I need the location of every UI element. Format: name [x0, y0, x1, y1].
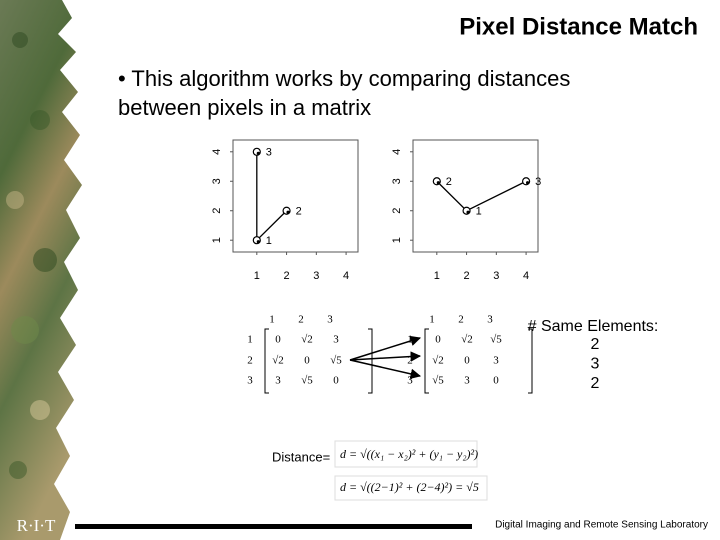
aerial-texture — [6, 32, 57, 479]
y-tick-label: 2 — [391, 208, 403, 214]
matrix-cell: √5 — [432, 375, 444, 387]
matrix-column-label: 2 — [298, 314, 304, 326]
x-tick-label: 1 — [254, 270, 260, 282]
example-box — [334, 475, 488, 501]
matrix-column-label: 3 — [487, 314, 493, 326]
matrix-bracket — [424, 328, 429, 394]
y-tick-label: 3 — [211, 178, 223, 184]
footer-text: Digital Imaging and Remote Sensing Labor… — [495, 520, 708, 531]
slide-title: Pixel Distance Match — [459, 13, 698, 40]
pixel-dot — [256, 151, 260, 155]
x-tick-label: 3 — [313, 270, 319, 282]
matrix-cell: √5 — [490, 334, 502, 346]
logo: R·I·T — [17, 516, 56, 535]
y-tick-label: 2 — [211, 208, 223, 214]
point-label: 3 — [266, 147, 272, 159]
matrix-bracket — [368, 328, 373, 394]
pixel-dot — [436, 181, 440, 185]
point-label: 3 — [535, 176, 541, 188]
distance-formula: d = √((x₁ − x₂)² + (y₁ − y₂)²) — [340, 447, 478, 461]
same-elements-label: # Same Elements: — [528, 318, 659, 335]
pixel-dot — [525, 181, 530, 185]
matrix-cell: 0 — [493, 375, 499, 387]
point-link — [256, 151, 288, 242]
pixel-dot — [286, 210, 290, 214]
matrix-column-label: 1 — [269, 314, 275, 326]
point-label: 1 — [266, 235, 272, 247]
matrix-arrows — [349, 335, 422, 380]
x-tick-label: 3 — [493, 270, 499, 282]
matrix-bracket — [528, 328, 533, 394]
matrix-cell: 0 — [275, 334, 281, 346]
matrix-cell: √2 — [301, 334, 313, 346]
matrix-cell: 0 — [333, 375, 339, 387]
matrix-cell: √2 — [432, 355, 444, 367]
matrix-cell: 3 — [333, 334, 339, 346]
matrix-row-label: 1 — [247, 334, 253, 346]
matrix-cell: 3 — [493, 355, 499, 367]
bullet-text: • This algorithm works by comparing dist… — [118, 66, 571, 120]
matrix-cell: 3 — [275, 375, 281, 387]
y-tick-label: 4 — [211, 149, 223, 155]
x-tick-label: 4 — [523, 270, 529, 282]
matrix-cell: 3 — [464, 375, 470, 387]
y-tick-label: 4 — [391, 149, 403, 155]
point-label: 2 — [296, 206, 302, 218]
y-tick-label: 1 — [211, 237, 223, 243]
footer-bar — [75, 524, 472, 529]
matrix-cell: √5 — [301, 375, 313, 387]
matrix-bracket — [264, 328, 269, 394]
matrix-row-label: 2 — [247, 355, 253, 367]
distance-label: Distance= — [272, 449, 330, 464]
point-label: 1 — [476, 206, 482, 218]
y-tick-label: 1 — [391, 237, 403, 243]
plot-frame — [232, 139, 359, 253]
matrix-cell: √5 — [330, 355, 342, 367]
x-tick-label: 2 — [284, 270, 290, 282]
pixel-dot — [256, 240, 260, 244]
matrix-row-label: 3 — [247, 375, 253, 387]
matrix-cell: √2 — [461, 334, 473, 346]
matrix-cell: 0 — [464, 355, 470, 367]
matrix-cell: 0 — [304, 355, 310, 367]
distance-example: d = √((2−1)² + (2−4)²) = √5 — [340, 480, 479, 494]
matrix-row-label: 2 — [407, 355, 413, 367]
point-label: 2 — [446, 176, 452, 188]
y-tick-label: 3 — [391, 178, 403, 184]
pixel-dot — [466, 210, 470, 214]
same-elements-value: 3 — [591, 356, 600, 373]
matrix-column-label: 2 — [458, 314, 464, 326]
matrix-row-label: 1 — [407, 334, 413, 346]
matrix-cell: 0 — [435, 334, 441, 346]
matrix-column-label: 1 — [429, 314, 435, 326]
x-tick-label: 2 — [464, 270, 470, 282]
matrix-row-label: 3 — [407, 375, 413, 387]
matrix-column-label: 3 — [327, 314, 333, 326]
x-tick-label: 1 — [434, 270, 440, 282]
same-elements-value: 2 — [591, 375, 600, 392]
formula-box — [334, 440, 478, 468]
same-elements-value: 2 — [591, 336, 600, 353]
x-tick-label: 4 — [343, 270, 349, 282]
plot-frame — [412, 139, 539, 253]
matrix-cell: √2 — [272, 355, 284, 367]
